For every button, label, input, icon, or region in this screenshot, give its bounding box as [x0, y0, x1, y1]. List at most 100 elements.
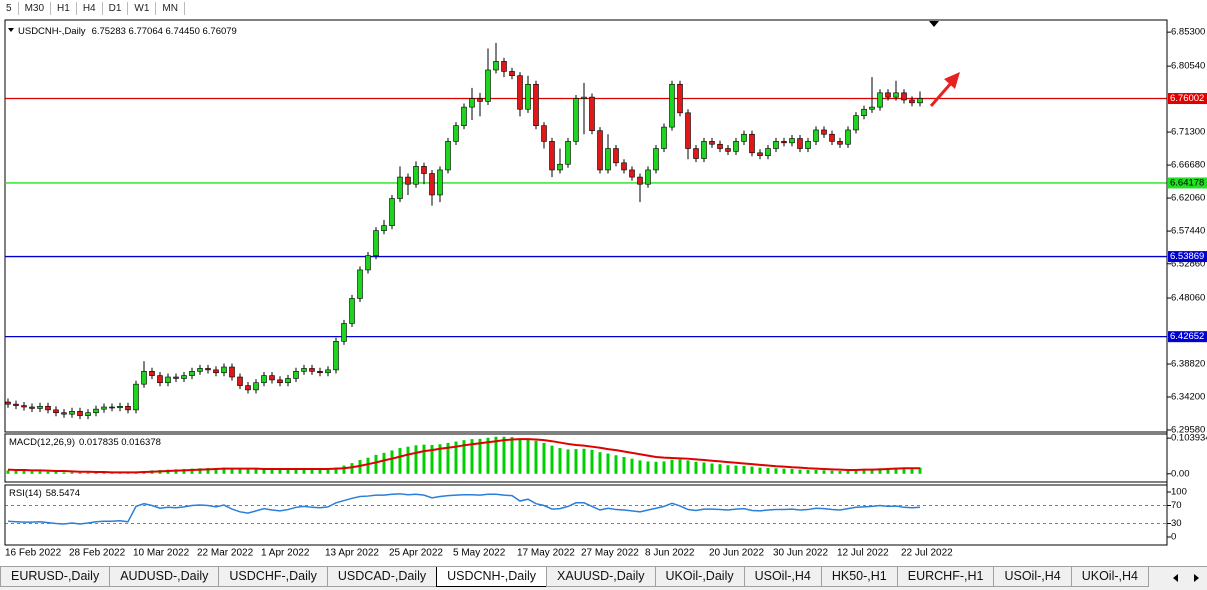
macd-bar [350, 463, 354, 474]
chart-tab[interactable]: USOil-,H4 [743, 567, 822, 587]
x-tick-label: 25 Apr 2022 [389, 548, 443, 559]
candle-body [461, 106, 467, 126]
candle-body [773, 141, 779, 149]
candle-body [317, 371, 323, 374]
timeframe-button[interactable]: M30 [19, 1, 52, 15]
chart-tab[interactable]: USDCAD-,Daily [326, 567, 438, 587]
candle-body [109, 406, 115, 409]
candle-body [277, 379, 283, 384]
chart-tab[interactable]: USOil-,H4 [993, 567, 1072, 587]
y-tick-label: 6.29580 [1171, 425, 1205, 436]
timeframe-button[interactable]: D1 [103, 1, 129, 15]
candle-body [77, 410, 83, 416]
chart-tab[interactable]: XAUUSD-,Daily [546, 567, 656, 587]
macd-bar [678, 459, 682, 474]
macd-bar [574, 449, 578, 474]
scroll-left[interactable] [1173, 574, 1178, 582]
candle-body [381, 225, 387, 231]
candle-body [749, 133, 755, 154]
macd-bar [822, 470, 826, 474]
chart-tab[interactable]: EURCHF-,H1 [896, 567, 995, 587]
pane-frame [4, 484, 1168, 546]
candle-body [573, 98, 579, 142]
chart-header: USDCNH-,Daily 6.75283 6.77064 6.74450 6.7… [18, 26, 237, 37]
candle-body [821, 129, 827, 135]
timeframe-toolbar: 5 M30 H1 H4 D1 W1 MN [0, 0, 1207, 16]
candle-body [261, 375, 267, 384]
candle-body [621, 162, 627, 171]
scroll-right[interactable] [1194, 574, 1199, 582]
candle-body [725, 148, 731, 152]
candle-body [173, 376, 179, 379]
macd-bar [446, 442, 450, 474]
candle-body [389, 198, 395, 226]
candle-body [53, 409, 59, 414]
x-tick-label: 8 Jun 2022 [645, 548, 695, 559]
macd-bar [862, 469, 866, 474]
candle-body [13, 403, 19, 406]
chart-tab[interactable]: UKOil-,Daily [654, 567, 745, 587]
candle-body [5, 401, 11, 405]
candle-body [69, 410, 75, 415]
macd-bar [614, 455, 618, 474]
timeframe-button[interactable]: MN [156, 1, 185, 15]
macd-bar [454, 441, 458, 474]
candle-body [29, 406, 35, 409]
candle-body [477, 98, 483, 102]
x-tick-label: 22 Jul 2022 [901, 548, 953, 559]
candle-body [869, 106, 875, 110]
macd-bar [310, 468, 314, 474]
macd-bar [238, 468, 242, 474]
indicator-title: RSI(14) [9, 488, 42, 499]
level-price-label: 6.53869 [1170, 251, 1204, 262]
macd-bar [702, 462, 706, 474]
macd-bar [782, 468, 786, 474]
macd-bar [830, 470, 834, 474]
candle-body [197, 368, 203, 372]
symbol-menu-icon[interactable] [8, 28, 14, 32]
candle-body [741, 133, 747, 142]
chart-tab[interactable]: HK50-,H1 [820, 567, 898, 587]
macd-bar [910, 467, 914, 474]
macd-bar [398, 448, 402, 474]
chart-tab[interactable]: UKOil-,H4 [1070, 567, 1149, 587]
candle-body [285, 378, 291, 384]
level-price-box [1168, 251, 1207, 263]
chart-tab[interactable]: USDCHF-,Daily [218, 567, 328, 587]
level-price-label: 6.64178 [1170, 177, 1204, 188]
candle-body [453, 125, 459, 142]
macd-bar [622, 456, 626, 474]
macd-bar [342, 465, 346, 474]
chart-tab[interactable]: USDCNH-,Daily [436, 567, 548, 587]
candle-body [653, 148, 659, 171]
y-tick-label: 0 [1171, 532, 1176, 543]
timeframe-button[interactable]: 5 [0, 1, 19, 15]
y-tick-label: 6.80540 [1171, 61, 1205, 72]
chart-tab[interactable]: AUDUSD-,Daily [109, 567, 220, 587]
timeframe-button[interactable]: H1 [51, 1, 77, 15]
candle-body [917, 98, 923, 104]
candle-body [541, 125, 547, 142]
level-price-box [1168, 93, 1207, 105]
macd-bar [390, 450, 394, 474]
macd-bar [182, 468, 186, 474]
chart-window: 6.85300 6.80540 6.71300 6.66680 6.62060 6.574… [4, 19, 1207, 559]
candle-body [221, 366, 227, 374]
macd-bar [534, 440, 538, 474]
candle-body [717, 143, 723, 149]
y-tick-label: 6.52860 [1171, 258, 1205, 269]
macd-bar [414, 445, 418, 474]
timeframe-button[interactable]: W1 [128, 1, 157, 15]
x-tick-label: 22 Mar 2022 [197, 548, 254, 559]
candle-body [405, 176, 411, 185]
candle-body [829, 133, 835, 142]
macd-bar [686, 460, 690, 474]
candle-body [581, 96, 587, 99]
chart-tab[interactable]: EURUSD-,Daily [0, 567, 111, 587]
candle-body [309, 368, 315, 372]
chart-shift-marker[interactable] [929, 21, 939, 27]
timeframe-button[interactable]: H4 [77, 1, 103, 15]
candle-body [565, 141, 571, 165]
x-tick-label: 10 Mar 2022 [133, 548, 190, 559]
candle-body [165, 376, 171, 384]
